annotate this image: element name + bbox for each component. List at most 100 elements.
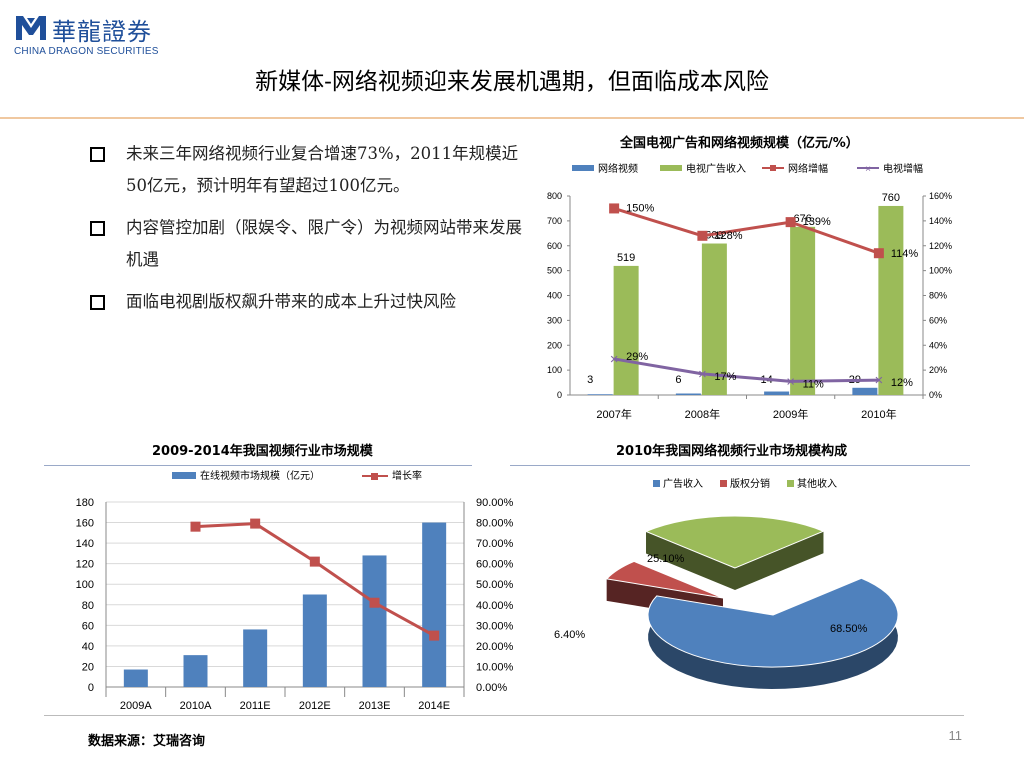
checkbox-bullet-icon (90, 221, 105, 236)
line-point (785, 217, 796, 228)
legend-label: 其他收入 (797, 477, 837, 490)
legend-marker: × (865, 164, 871, 175)
y-tick-label: 140 (76, 538, 94, 550)
line-point (429, 630, 440, 641)
legend-label: 版权分销 (730, 477, 770, 490)
dragon-logo-icon (16, 16, 46, 40)
bar (123, 669, 148, 687)
data-label: 676 (793, 213, 811, 225)
y2-tick-label: 20.00% (476, 641, 514, 653)
bar (422, 522, 447, 687)
bullet-text: 内容管控加剧（限娱令、限广令）为视频网站带来发展机遇 (126, 218, 522, 269)
y2-tick-label: 80% (929, 291, 947, 301)
series-line (613, 357, 879, 383)
bullet-text: 面临电视剧版权飙升带来的成本上升过快风险 (126, 292, 456, 311)
data-label: 150% (626, 202, 654, 214)
legend-label: 在线视频市场规模（亿元） (200, 469, 320, 482)
data-label: 17% (714, 371, 736, 383)
y2-tick-label: 50.00% (476, 579, 514, 591)
logo-english-name: CHINA DRAGON SECURITIES (14, 46, 159, 57)
x-tick-label: 2010A (180, 700, 212, 712)
x-tick-label: 2008年 (685, 407, 720, 421)
y-tick-label: 400 (547, 291, 562, 301)
title-divider (0, 117, 1024, 119)
bullet-text: 未来三年网络视频行业复合增速73%，2011年规模近50亿元，预计明年有望超过1… (126, 144, 519, 195)
legend-label: 增长率 (392, 469, 422, 482)
logo-chinese-name: 華龍證券 (52, 18, 152, 46)
pie-slice-side (648, 578, 898, 689)
line-point (309, 556, 320, 567)
line-point (697, 230, 708, 241)
page-title: 新媒体-网络视频迎来发展机遇期，但面临成本风险 (255, 69, 769, 95)
data-label: 760 (882, 192, 900, 204)
x-tick-label: 2011E (240, 700, 271, 712)
footer-divider (44, 715, 964, 716)
y-tick-label: 700 (547, 216, 562, 226)
line-point: × (786, 373, 795, 390)
data-label: 6 (675, 374, 681, 386)
legend-label: 网络视频 (598, 162, 638, 175)
line-point: × (610, 351, 619, 368)
chart2-title: 2009-2014年我国视频行业市场规模 (152, 444, 373, 459)
line-point (873, 248, 884, 259)
legend-marker (371, 473, 378, 480)
bar (613, 265, 639, 395)
y2-tick-label: 60.00% (476, 559, 514, 571)
chart3-title: 2010年我国网络视频行业市场规模构成 (616, 444, 848, 459)
y2-tick-label: 70.00% (476, 538, 514, 550)
y2-tick-label: 100% (929, 266, 952, 276)
pie-slice (644, 515, 825, 569)
y2-tick-label: 140% (929, 216, 952, 226)
bar (675, 393, 701, 395)
y-tick-label: 180 (76, 497, 94, 509)
bar (362, 555, 387, 687)
y2-tick-label: 0.00% (476, 682, 507, 694)
y-tick-label: 800 (547, 191, 562, 201)
line-point (250, 518, 261, 529)
pie-data-label: 68.50% (830, 623, 868, 635)
bar (302, 594, 327, 687)
y-tick-label: 200 (547, 340, 562, 350)
page-number: 11 (948, 728, 963, 743)
y2-tick-label: 20% (929, 365, 947, 375)
y2-tick-label: 90.00% (476, 497, 514, 509)
y2-tick-label: 0% (929, 390, 942, 400)
y-tick-label: 100 (547, 365, 562, 375)
y-tick-label: 40 (82, 641, 94, 653)
y-tick-label: 0 (557, 390, 562, 400)
bullet-item: 内容管控加剧（限娱令、限广令）为视频网站带来发展机遇 (90, 212, 530, 276)
data-label: 114% (891, 248, 919, 260)
bar (243, 629, 268, 687)
checkbox-bullet-icon (90, 295, 105, 310)
data-label: 29% (626, 351, 648, 363)
x-tick-label: 2012E (299, 700, 331, 712)
y2-tick-label: 120% (929, 241, 952, 251)
bar (701, 243, 727, 395)
data-label: 519 (617, 252, 635, 264)
legend-marker (770, 165, 776, 171)
bullet-list: 未来三年网络视频行业复合增速73%，2011年规模近50亿元，预计明年有望超过1… (90, 138, 530, 328)
y2-tick-label: 10.00% (476, 661, 514, 673)
legend-label: 网络增幅 (788, 162, 828, 175)
pie-data-label: 25.10% (647, 553, 685, 565)
legend-label: 电视增幅 (883, 162, 923, 175)
legend-swatch (653, 480, 660, 487)
legend-swatch (172, 472, 196, 479)
y-tick-label: 600 (547, 241, 562, 251)
y2-tick-label: 60% (929, 315, 947, 325)
chart1-title: 全国电视广告和网络视频规模（亿元/%） (620, 136, 859, 151)
bar (587, 394, 613, 395)
checkbox-bullet-icon (90, 147, 105, 162)
x-tick-label: 2010年 (861, 407, 896, 421)
pie-slice-wall (735, 531, 824, 590)
x-tick-label: 2013E (359, 700, 391, 712)
legend-label: 电视广告收入 (686, 162, 746, 175)
legend-swatch (572, 165, 594, 171)
y2-tick-label: 80.00% (476, 518, 514, 530)
y-tick-label: 80 (82, 600, 94, 612)
pie-slice (647, 577, 899, 668)
line-point: × (874, 372, 883, 389)
data-label: 128% (714, 230, 742, 242)
bar (183, 655, 208, 687)
y-tick-label: 100 (76, 579, 94, 591)
